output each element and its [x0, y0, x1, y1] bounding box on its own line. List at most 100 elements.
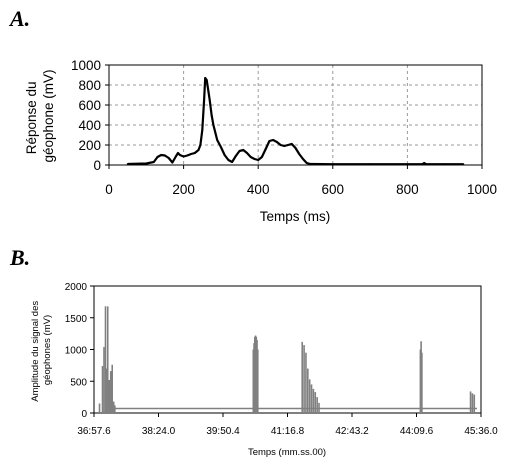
chart-b-y-tick-labels: 0 500 1000 1500 2000 — [65, 282, 94, 420]
chart-a-data-point — [406, 163, 409, 166]
chart-a-data-point — [272, 139, 275, 141]
chart-b-y-tick-label: 500 — [70, 377, 87, 388]
chart-a-x-tick-label: 400 — [247, 182, 270, 197]
chart-a-data-point — [156, 156, 159, 158]
chart-b-plot-frame — [93, 285, 482, 414]
chart-a-data-point — [212, 124, 215, 126]
chart-a-y-axis-label-line2: géophone (mV) — [41, 69, 56, 162]
chart-a-data-point — [305, 162, 308, 164]
chart-b-y-axis-label-line2: géophones (mV) — [42, 315, 53, 385]
chart-a-data-point — [234, 155, 237, 157]
chart-a-data-point — [167, 157, 170, 159]
chart-a-data-point — [331, 163, 334, 166]
chart-a: A. 0 200 400 600 800 1000 0 200 400 600 800 1000 T… — [8, 6, 497, 224]
chart-a-data-point — [369, 163, 371, 166]
chart-b-x-tick-label: 38:24.0 — [142, 426, 176, 437]
chart-b-x-tick-label: 45:36.0 — [464, 426, 498, 437]
chart-a-data-point — [164, 154, 166, 157]
chart-a-data-point — [238, 150, 241, 152]
chart-a-data-point — [462, 163, 465, 166]
chart-a-x-tick-label: 600 — [322, 182, 345, 197]
chart-a-x-tick-label: 200 — [172, 182, 195, 197]
chart-a-data-point — [264, 148, 267, 150]
chart-a-y-tick-label: 200 — [78, 138, 101, 153]
chart-a-data-point — [203, 99, 206, 101]
chart-b-y-tick-label: 0 — [81, 409, 87, 420]
chart-b-x-tick-label: 39:50.4 — [206, 426, 240, 437]
chart-a-data-point — [283, 145, 286, 147]
chart-a-data-point — [290, 143, 293, 145]
chart-a-data-point — [152, 161, 155, 163]
chart-a-data-point — [253, 158, 256, 160]
chart-a-data-point — [242, 149, 245, 151]
chart-b-bars — [98, 306, 476, 413]
chart-a-data-point — [171, 161, 174, 164]
chart-a-data-point — [197, 149, 200, 151]
chart-a-data-point — [205, 79, 208, 81]
chart-a-y-tick-label: 1000 — [71, 58, 101, 73]
chart-a-data-point — [309, 163, 312, 165]
chart-a-x-tick-label: 0 — [105, 182, 113, 197]
chart-a-data-point — [160, 154, 163, 156]
chart-a-x-tick-labels: 0 200 400 600 800 1000 — [105, 165, 497, 197]
chart-a-data-point — [216, 139, 219, 141]
chart-a-data-point — [193, 152, 196, 154]
chart-a-data-point — [190, 153, 192, 155]
chart-a-data-point — [178, 154, 181, 156]
chart-b-x-axis-label: Temps (mm.ss.00) — [248, 447, 326, 457]
chart-b: B. 0 500 1000 1500 2000 36:57.6 38:24.0 39:50.… — [9, 245, 498, 457]
chart-a-data-point — [249, 156, 252, 158]
chart-b-y-tick-label: 2000 — [65, 282, 88, 293]
chart-b-y-tick-label: 1500 — [65, 314, 88, 325]
chart-a-data-point — [199, 144, 202, 146]
panel-label-a: A. — [8, 6, 30, 31]
chart-b-y-tick-label: 1000 — [65, 346, 88, 357]
chart-a-data-point — [182, 155, 185, 158]
chart-a-y-tick-label: 0 — [93, 158, 101, 173]
chart-a-data-point — [257, 159, 260, 161]
chart-a-data-point — [302, 158, 304, 160]
chart-a-data-point — [126, 163, 129, 165]
chart-a-x-tick-label: 1000 — [467, 182, 497, 197]
chart-b-x-tick-labels: 36:57.6 38:24.0 39:50.4 41:16.8 42:43.2 44:09… — [77, 413, 498, 437]
chart-a-plot-frame — [108, 64, 483, 166]
chart-a-y-axis-label: Réponse du géophone (mV) — [24, 69, 56, 162]
chart-b-x-tick-label: 42:43.2 — [335, 426, 369, 437]
chart-b-y-axis-label: Amplitude du signal des géophones (mV) — [30, 298, 53, 402]
chart-a-series-line — [127, 76, 464, 166]
chart-a-data-point — [175, 155, 178, 157]
chart-a-data-point — [201, 129, 204, 131]
chart-a-x-tick-label: 800 — [396, 182, 419, 197]
chart-b-x-tick-label: 44:09.6 — [400, 426, 434, 437]
chart-a-data-point — [421, 163, 424, 166]
chart-a-data-point — [220, 146, 222, 148]
chart-a-data-point — [186, 154, 189, 157]
chart-a-data-point — [425, 163, 427, 166]
chart-a-data-point — [294, 147, 297, 149]
chart-a-data-point — [227, 159, 230, 161]
chart-a-data-point — [287, 144, 289, 146]
chart-a-data-point — [207, 89, 210, 91]
chart-a-data-point — [298, 153, 301, 155]
chart-a-y-tick-label: 800 — [78, 78, 101, 93]
chart-a-y-tick-label: 600 — [78, 98, 101, 113]
chart-a-data-point — [204, 77, 207, 79]
chart-a-data-point — [231, 161, 233, 163]
chart-a-data-point — [443, 163, 446, 166]
chart-a-data-point — [223, 154, 226, 156]
chart-a-x-axis-label: Temps (ms) — [260, 209, 331, 224]
chart-a-data-point — [275, 141, 278, 143]
chart-a-data-point — [279, 144, 282, 146]
chart-a-data-point — [145, 162, 148, 165]
panel-label-b: B. — [9, 245, 30, 270]
chart-b-x-tick-label: 36:57.6 — [77, 426, 111, 437]
chart-a-data-points — [126, 77, 465, 166]
chart-b-y-axis-label-line1: Amplitude du signal des — [30, 301, 41, 402]
chart-a-data-point — [210, 114, 213, 116]
chart-a-data-point — [261, 156, 263, 158]
chart-a-data-point — [246, 152, 248, 154]
chart-a-data-point — [268, 140, 271, 142]
chart-a-data-point — [423, 162, 426, 164]
chart-a-gridlines — [109, 65, 482, 165]
